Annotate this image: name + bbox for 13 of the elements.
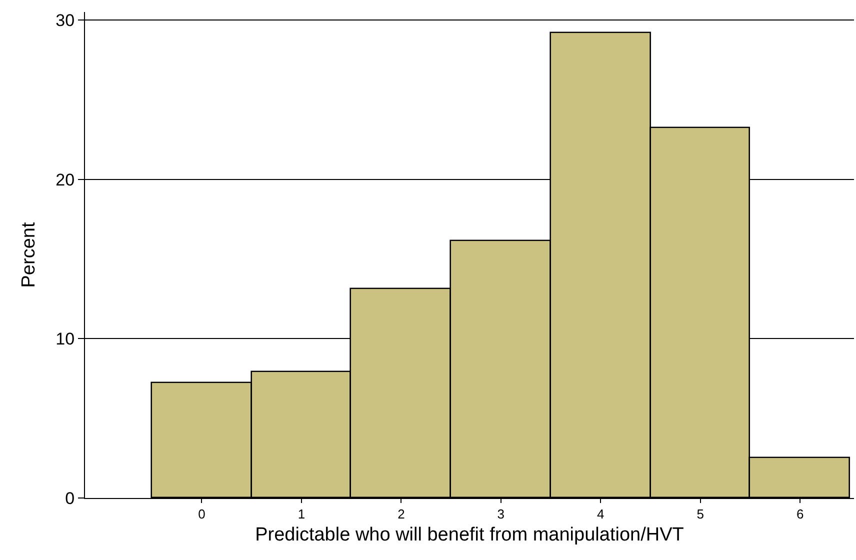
- x-tick-label: 6: [796, 506, 804, 522]
- y-axis-title: Percent: [18, 222, 40, 288]
- y-tick-label: 30: [56, 10, 75, 30]
- x-tick-label: 0: [198, 506, 206, 522]
- x-axis-title: Predictable who will benefit from manipulation/HVT: [255, 524, 684, 546]
- y-tick-label: 0: [65, 488, 75, 508]
- y-tick-label: 20: [56, 170, 75, 190]
- x-tick-label: 1: [298, 506, 306, 522]
- x-tick-label: 4: [597, 506, 604, 522]
- x-tick-label: 3: [497, 506, 505, 522]
- y-tick-label: 10: [56, 330, 75, 349]
- x-tick-label: 5: [696, 506, 704, 522]
- x-tick-label: 2: [398, 506, 405, 522]
